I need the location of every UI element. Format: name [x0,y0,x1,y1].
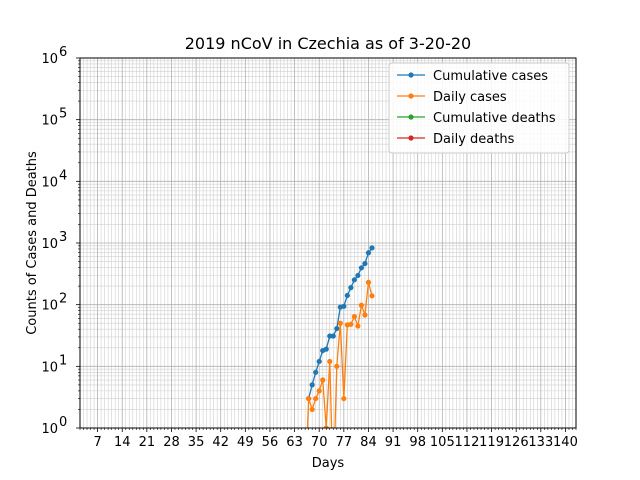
data-point [365,279,372,285]
y-tick-exponent: 5 [59,107,67,122]
data-point [341,395,347,402]
x-tick-label: 112 [455,435,480,450]
chart-title: 2019 nCoV in Czechia as of 3-20-20 [185,34,471,53]
x-axis-ticks: 7 14 21 28 35 42 49 56 63 70 77 84 91 98 105 112 119 126 1… [79,428,578,450]
x-tick-label: 91 [385,435,402,450]
data-point [355,272,361,279]
data-point [358,265,365,271]
legend-box [388,62,570,154]
y-tick-exponent: 4 [59,168,67,183]
data-point [330,333,336,339]
legend-label: Cumulative deaths [433,111,556,126]
x-tick-label: 119 [479,435,504,450]
data-point [344,292,350,299]
x-tick-label: 28 [163,435,180,450]
data-point [323,346,329,352]
data-point [337,320,343,326]
data-point [306,395,312,402]
y-tick-exponent: 6 [59,45,67,60]
legend-label: Cumulative cases [433,69,548,84]
data-point [313,395,319,402]
x-tick-label: 126 [504,435,529,450]
x-axis-label: Days [312,456,345,471]
legend-label: Daily deaths [433,132,515,147]
y-tick-label: 10 [41,299,58,314]
data-point [369,293,375,299]
x-tick-label: 35 [188,435,205,450]
data-point [348,321,354,327]
x-tick-label: 98 [409,435,426,450]
data-point [323,425,329,428]
x-tick-label: 7 [93,435,101,450]
legend-swatch-marker [408,135,414,141]
y-tick-label: 10 [41,237,58,252]
data-point [316,358,322,365]
legend-swatch-marker [408,72,414,78]
data-point [362,312,368,318]
data-point [369,245,375,251]
data-point [362,260,368,267]
y-tick-label: 10 [41,422,58,437]
x-tick-label: 140 [553,435,578,450]
data-point [313,369,319,375]
x-tick-label: 70 [311,435,328,450]
data-point [355,323,361,329]
y-tick-label: 10 [41,52,58,67]
data-point [351,277,357,283]
y-tick-exponent: 3 [59,230,67,245]
data-point [309,406,315,413]
y-tick-label: 10 [41,175,58,190]
legend-swatch-marker [408,114,414,120]
y-tick-label: 10 [41,114,58,129]
legend: Cumulative cases Daily cases Cumulative de… [388,62,570,154]
x-tick-label: 14 [114,435,131,450]
x-tick-label: 105 [430,435,455,450]
x-tick-label: 63 [286,435,303,450]
x-tick-label: 56 [262,435,279,450]
x-tick-label: 84 [360,435,377,450]
data-point [309,382,315,388]
data-point [341,303,347,309]
series-clip-group [306,245,375,428]
y-tick-label: 10 [41,360,58,375]
x-tick-label: 77 [336,435,353,450]
y-axis-label: Counts of Cases and Deaths [25,151,40,335]
y-tick-exponent: 0 [59,415,67,430]
data-point [327,358,333,365]
x-tick-label: 42 [212,435,229,450]
data-point [358,302,365,308]
data-point [334,363,340,369]
legend-label: Daily cases [433,90,507,105]
data-point [320,377,326,383]
y-tick-exponent: 1 [59,353,67,368]
data-point [348,285,354,291]
y-tick-exponent: 2 [59,292,67,307]
x-tick-label: 49 [237,435,254,450]
x-tick-label: 133 [528,435,553,450]
data-point [365,250,372,256]
grid-major [80,57,576,429]
legend-swatch-marker [408,93,414,99]
data-point [316,388,322,394]
data-point [334,325,340,332]
data-point [351,314,357,320]
x-tick-label: 21 [139,435,156,450]
series-layer [306,245,375,428]
